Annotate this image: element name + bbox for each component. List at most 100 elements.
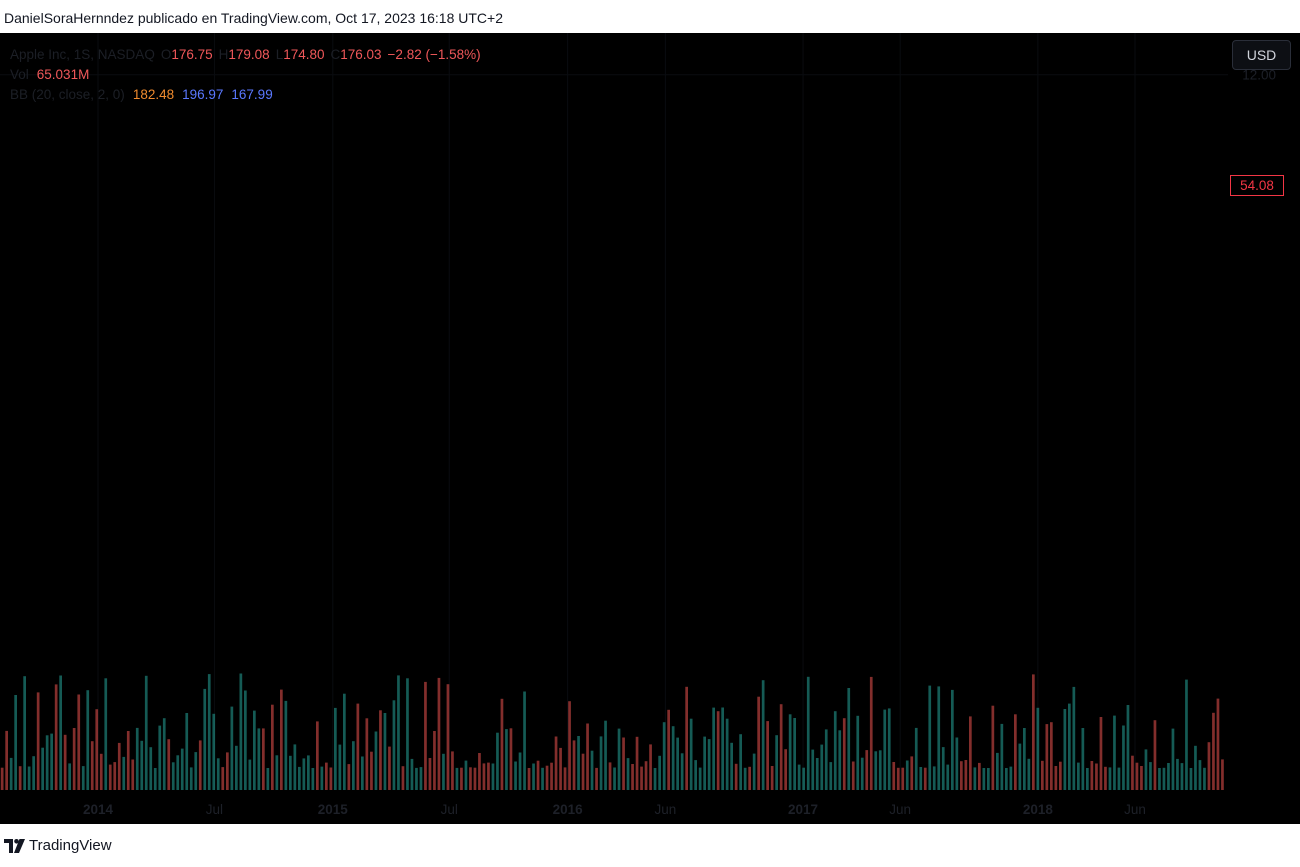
volume-bar	[36, 692, 40, 790]
volume-bar	[401, 766, 405, 790]
volume-bar	[487, 762, 490, 790]
volume-bar	[1131, 755, 1134, 790]
last-price-badge: 54.08	[1230, 175, 1284, 196]
close-label: C	[330, 47, 341, 62]
x-tick-label-4: 2016	[553, 802, 584, 817]
volume-bar	[685, 686, 688, 790]
tradingview-logo[interactable]: TradingView	[4, 837, 112, 854]
volume-bar	[847, 688, 851, 790]
y-axis: 60.0056.0052.0048.0044.0040.0036.0032.00…	[1242, 68, 1276, 83]
volume-bar	[743, 767, 747, 790]
volume-bar	[676, 737, 679, 790]
volume-bar	[1014, 714, 1017, 790]
volume-row: Vol 65.031M	[10, 65, 481, 85]
volume-bar	[469, 767, 472, 790]
volume-bar	[122, 756, 126, 790]
volume-bar	[18, 766, 22, 790]
volume-bar	[176, 755, 180, 790]
volume-bar	[869, 676, 873, 790]
volume-bar	[212, 713, 216, 790]
volume-bar	[946, 764, 950, 790]
volume-bar	[63, 734, 67, 790]
volume-bar	[928, 685, 932, 790]
volume-bar	[905, 760, 909, 790]
price-chart-svg[interactable]: 60.0056.0052.0048.0044.0040.0036.0032.00…	[0, 33, 1300, 824]
volume-bar	[987, 768, 990, 790]
volume-bar	[491, 763, 495, 790]
x-axis: 2014 Jul 2015 Jul 2016 Jun 2017 Jun 2018 Jun	[83, 802, 1146, 817]
volume-bar	[203, 688, 207, 790]
volume-bar	[131, 759, 135, 790]
volume-bar	[352, 741, 355, 790]
volume-bar	[347, 764, 351, 790]
volume-bar	[162, 718, 166, 790]
volume-bar	[248, 759, 252, 790]
volume-bar	[41, 747, 44, 790]
volume-bar	[775, 735, 778, 790]
x-tick-label-0: 2014	[83, 802, 114, 817]
volume-bar	[293, 744, 297, 790]
volume-bar	[937, 686, 941, 790]
volume-bar	[117, 742, 121, 790]
volume-bar	[1009, 766, 1013, 790]
volume-bar	[59, 675, 62, 790]
low-value: 174.80	[283, 47, 325, 62]
volume-bar	[536, 760, 540, 790]
volume-bar	[1180, 763, 1184, 790]
volume-bar	[379, 710, 382, 790]
volume-bar	[207, 674, 211, 790]
volume-bar	[1050, 722, 1053, 790]
bb-upper-value: 196.97	[182, 87, 224, 102]
volume-bar	[996, 752, 999, 790]
volume-bar	[527, 768, 531, 790]
volume-bar	[901, 767, 905, 790]
volume-bar	[824, 729, 828, 790]
volume-bar	[144, 675, 148, 790]
symbol-label: Apple Inc, 1S, NASDAQ	[10, 47, 155, 62]
open-label: O	[160, 47, 172, 62]
volume-bar	[554, 736, 558, 790]
volume-bar	[563, 767, 567, 790]
volume-bar	[257, 728, 261, 790]
volume-bar	[302, 758, 306, 790]
volume-bar	[446, 684, 450, 790]
volume-bar	[671, 726, 675, 790]
chart-panel[interactable]: 60.0056.0052.0048.0044.0040.0036.0032.00…	[0, 33, 1300, 824]
volume-bar	[99, 753, 103, 790]
volume-bar	[455, 767, 459, 790]
volume-bar	[230, 706, 234, 790]
volume-bar	[262, 728, 265, 790]
volume-bar	[1135, 762, 1139, 790]
bb-basis-value: 182.48	[132, 87, 175, 102]
volume-bar	[1036, 707, 1040, 790]
volume-bar	[919, 767, 923, 790]
chart-legend: Apple Inc, 1S, NASDAQ O 176.75 H 179.08 …	[10, 45, 481, 105]
volume-bar	[419, 767, 423, 790]
volume-bar	[180, 748, 184, 790]
volume-bar	[189, 767, 193, 790]
volume-bar	[45, 735, 49, 790]
volume-bar	[1117, 767, 1121, 790]
currency-button[interactable]: USD	[1232, 40, 1291, 70]
volume-bar	[631, 764, 634, 790]
volume-bar	[599, 736, 603, 790]
volume-bar	[874, 751, 878, 790]
volume-bar	[90, 741, 94, 790]
volume-bar	[1077, 762, 1080, 790]
volume-bar	[1185, 679, 1188, 790]
volume-bar	[406, 678, 409, 790]
x-tick-label-1: Jul	[206, 802, 223, 817]
x-tick-label-6: 2017	[788, 802, 818, 817]
volume-bar	[289, 755, 292, 790]
volume-bar	[716, 711, 720, 790]
volume-bar	[482, 763, 486, 790]
volume-bar	[1104, 766, 1107, 790]
volume-bar	[622, 737, 625, 790]
bb-label: BB (20, close, 2, 0)	[10, 87, 125, 102]
volume-bar	[140, 740, 144, 790]
volume-bar	[960, 761, 963, 790]
volume-bar	[721, 707, 724, 790]
volume-bar	[851, 761, 855, 790]
volume-bar	[1144, 749, 1148, 790]
volume-bar	[1086, 768, 1089, 790]
